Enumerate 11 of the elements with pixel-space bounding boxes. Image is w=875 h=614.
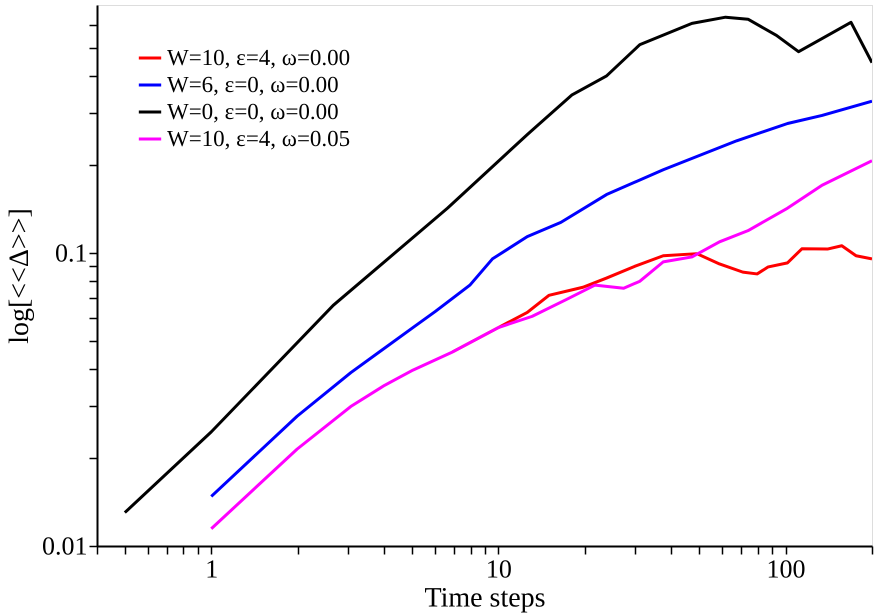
y-axis-title: log[<<Δ>>] (4, 208, 35, 344)
y-tick-label: 0.1 (55, 238, 88, 268)
x-tick-label: 10 (486, 554, 512, 584)
x-axis-title: Time steps (424, 582, 546, 614)
legend-label: W=10, ε=4, ω=0.00 (167, 45, 350, 70)
y-tick-label: 0.01 (42, 532, 88, 560)
x-tick-label: 1 (205, 554, 218, 584)
legend-label: W=0, ε=0, ω=0.00 (167, 99, 339, 124)
legend-label: W=6, ε=0, ω=0.00 (167, 72, 339, 97)
x-tick-label: 100 (766, 554, 806, 584)
legend-label: W=10, ε=4, ω=0.05 (167, 126, 350, 151)
